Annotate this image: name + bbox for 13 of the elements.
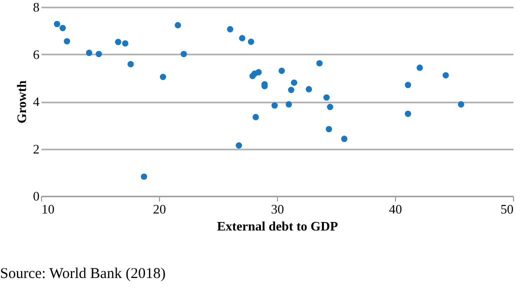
y-tick-label: 6 bbox=[33, 46, 40, 62]
x-tick-label: 40 bbox=[389, 202, 402, 216]
x-tick-label: 10 bbox=[42, 202, 54, 216]
source-note: Source: World Bank (2018) bbox=[0, 266, 166, 282]
y-tick-label: 4 bbox=[33, 94, 40, 109]
y-tick-label: 0 bbox=[33, 188, 40, 204]
y-axis-title: Growth bbox=[14, 80, 29, 124]
y-tick-label: 8 bbox=[33, 0, 40, 14]
y-tick-label: 2 bbox=[33, 141, 40, 156]
x-tick-label: 50 bbox=[500, 202, 514, 216]
x-tick-label: 20 bbox=[153, 202, 166, 216]
x-tick-label: 30 bbox=[271, 202, 284, 216]
x-axis-title: External debt to GDP bbox=[217, 218, 338, 234]
